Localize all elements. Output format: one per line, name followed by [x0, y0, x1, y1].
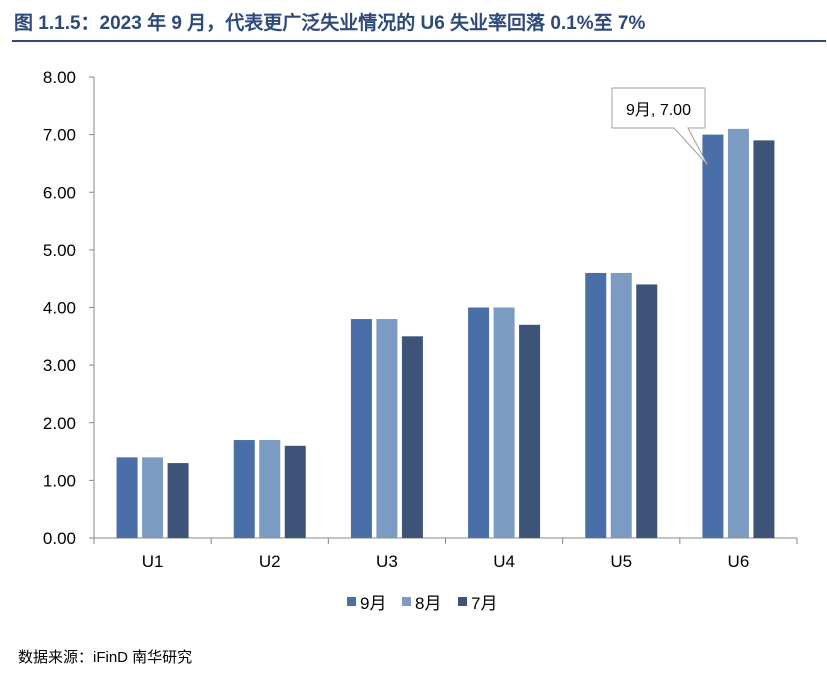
y-tick-label: 0.00 — [43, 529, 76, 548]
x-tick-label: U6 — [728, 552, 750, 571]
bar-u3-series-1 — [376, 319, 398, 538]
legend-swatch — [402, 597, 411, 606]
legend-swatch — [458, 597, 467, 606]
x-tick-label: U3 — [376, 552, 398, 571]
y-tick-label: 6.00 — [43, 183, 76, 202]
callout-label: 9月, 7.00 — [626, 102, 691, 119]
bar-u4-series-1 — [493, 307, 515, 538]
bar-u5-series-2 — [636, 284, 658, 538]
x-tick-label: U1 — [142, 552, 164, 571]
bar-u1-series-0 — [116, 457, 138, 538]
legend: 9月 8月 7月 — [347, 594, 497, 613]
page-title: 图 1.1.5：2023 年 9 月，代表更广泛失业情况的 U6 失业率回落 0… — [14, 13, 646, 34]
bar-u6-series-1 — [727, 128, 749, 539]
y-tick-label: 2.00 — [43, 414, 76, 433]
callout-box — [611, 87, 708, 165]
source-note: 数据来源：iFinD 南华研究 — [18, 649, 193, 666]
x-tick-label: U4 — [493, 552, 515, 571]
y-tick-label: 8.00 — [43, 68, 76, 87]
legend-label: 9月 — [360, 594, 386, 613]
y-axis: 0.00 1.00 2.00 3.00 4.00 5.00 6.00 7.00 8.00 — [43, 68, 95, 548]
x-axis: U1 U2 U3 U4 U5 U6 — [93, 537, 798, 571]
bar-u6-series-2 — [753, 140, 775, 538]
bar-u5-series-0 — [585, 272, 607, 538]
y-tick-label: 3.00 — [43, 356, 76, 375]
bar-u4-series-2 — [519, 324, 541, 538]
bar-u4-series-0 — [468, 307, 490, 538]
legend-swatch — [347, 597, 356, 606]
bar-u3-series-2 — [401, 336, 423, 538]
bar-chart: 0.001.002.003.004.005.006.007.008.00 U1 U… — [43, 68, 798, 613]
bar-u1-series-2 — [167, 463, 189, 538]
bar-u1-series-1 — [142, 457, 164, 538]
bar-u5-series-1 — [610, 272, 632, 538]
bar-u3-series-0 — [350, 319, 372, 538]
bar-u6-series-0 — [702, 134, 724, 538]
bar-u2-series-2 — [284, 445, 306, 538]
data-callout: 9月, 7.00 — [611, 87, 708, 165]
bar-u2-series-1 — [259, 440, 281, 538]
y-tick-label: 5.00 — [43, 241, 76, 260]
title-divider — [12, 40, 826, 42]
legend-label: 7月 — [471, 594, 497, 613]
bars — [116, 128, 775, 539]
y-tick-label: 1.00 — [43, 471, 76, 490]
legend-label: 8月 — [415, 594, 441, 613]
x-tick-label: U5 — [610, 552, 632, 571]
x-tick-label: U2 — [259, 552, 281, 571]
y-tick-label: 7.00 — [43, 126, 76, 145]
y-tick-label: 4.00 — [43, 299, 76, 318]
bar-u2-series-0 — [233, 440, 255, 538]
